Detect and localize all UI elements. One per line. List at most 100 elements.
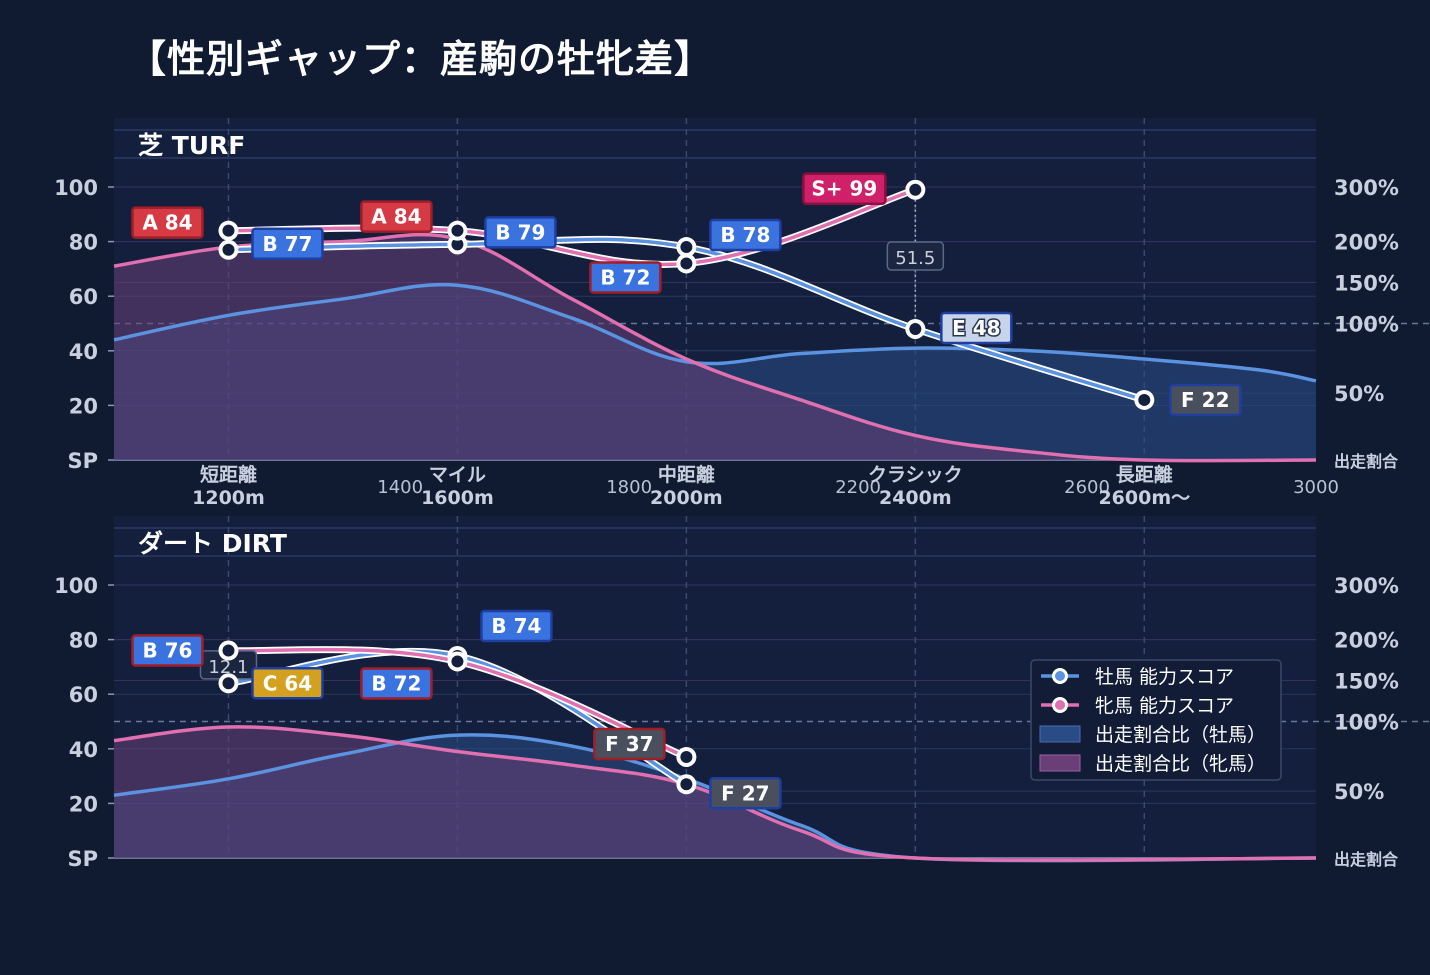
grade-badge-label: B 76: [142, 639, 192, 663]
x-tick-label: 2600m〜: [1098, 487, 1190, 509]
right-y-tick-label: 出走割合: [1334, 850, 1399, 869]
y-tick-label: 40: [69, 340, 98, 364]
female-marker-inner: [909, 183, 922, 196]
right-y-tick-label: 50%: [1334, 780, 1384, 804]
male-marker-inner: [680, 241, 693, 254]
male-ratio-line: [113, 282, 1317, 383]
grade-badge-label: C 64: [263, 671, 312, 695]
grade-badge: [131, 634, 204, 667]
legend-swatch-patch: [1039, 725, 1081, 743]
grade-badge: [480, 609, 553, 643]
male-marker-inner: [1138, 393, 1151, 406]
grade-badge-label: F 37: [605, 732, 653, 756]
grade-badge: [709, 218, 782, 252]
grade-badge-label: S+ 99: [811, 177, 877, 201]
legend-box: [1030, 659, 1282, 781]
right-y-tick-label: 300%: [1334, 176, 1399, 200]
grade-badge: [940, 311, 1013, 345]
x-tick-label: 2600: [1064, 477, 1110, 498]
male-marker-inner: [222, 677, 235, 690]
grade-badge-label: B 79: [495, 220, 545, 244]
grade-badge-label: F 27: [721, 781, 769, 805]
y-tick-label: 80: [69, 629, 98, 653]
y-tick-label: 100: [54, 574, 98, 598]
y-tick-label: 100: [54, 176, 98, 200]
x-tick-label: 中距離: [658, 463, 715, 486]
female-score-line: [228, 188, 916, 267]
x-tick-label: 1400: [377, 477, 423, 498]
y-tick-label: 20: [69, 394, 98, 418]
legend-swatch-marker-inner: [1055, 700, 1065, 710]
right-y-tick-label: 50%: [1334, 382, 1384, 406]
grade-badge-label: A 84: [371, 205, 421, 229]
x-tick-label: 2200: [835, 477, 881, 498]
female-ratio-line: [113, 725, 1317, 862]
x-tick-label: 1600m: [421, 487, 494, 509]
right-y-tick-label: 200%: [1334, 629, 1399, 653]
y-tick-label: 60: [69, 285, 98, 309]
x-tick-label: 3000: [1293, 477, 1339, 498]
grade-badge: [360, 667, 433, 700]
female-marker-inner: [680, 750, 693, 763]
panel-title: 芝 TURF: [138, 131, 245, 160]
right-y-tick-label: 150%: [1334, 272, 1399, 296]
grade-badge-label: E 48: [952, 316, 1000, 340]
gap-label: 12.1: [208, 657, 248, 678]
male-marker-inner: [680, 778, 693, 791]
y-tick-label: 40: [69, 738, 98, 762]
female-ratio-area: [114, 726, 1316, 861]
x-tick-label: マイル: [429, 464, 486, 486]
right-y-tick-label: 300%: [1334, 574, 1399, 598]
female-marker-inner: [222, 644, 235, 657]
male-marker-inner: [451, 238, 464, 251]
x-tick-label: クラシック: [868, 464, 963, 486]
legend-label: 出走割合比（牝馬）: [1095, 753, 1266, 775]
right-y-tick-label: 200%: [1334, 231, 1399, 255]
grade-badge-label: B 74: [491, 614, 541, 638]
panel-title: ダート DIRT: [138, 529, 287, 558]
x-tick-label: 2000m: [650, 487, 723, 509]
grade-badge: [709, 777, 782, 810]
male-marker-inner: [909, 322, 922, 335]
grade-badge-label: A 84: [142, 211, 192, 235]
legend-label: 牡馬 能力スコア: [1095, 666, 1234, 688]
y-tick-label: SP: [67, 847, 98, 871]
grade-badge: [802, 172, 887, 205]
grade-badge: [593, 727, 666, 761]
legend-swatch-marker-inner: [1055, 671, 1065, 681]
x-tick-label: 短距離: [200, 463, 257, 486]
right-y-tick-label: 100%: [1334, 313, 1399, 337]
right-y-tick-label: 100%: [1334, 711, 1399, 735]
grade-badge-label: B 72: [371, 671, 421, 695]
y-tick-label: SP: [67, 449, 98, 473]
grade-badge: [484, 216, 557, 249]
legend-label: 出走割合比（牡馬）: [1095, 724, 1266, 746]
y-tick-label: 60: [69, 683, 98, 707]
grade-badge: [251, 667, 324, 700]
x-tick-label: 長距離: [1116, 463, 1173, 486]
x-tick-label: 2400m: [879, 487, 952, 509]
gap-label: 51.5: [895, 248, 935, 269]
x-tick-label: 1800: [606, 477, 652, 498]
grade-badge: [1169, 383, 1242, 417]
legend-label: 牝馬 能力スコア: [1095, 695, 1234, 717]
legend-swatch-patch: [1039, 754, 1081, 772]
female-marker-inner: [680, 257, 693, 270]
grade-badge-label: F 22: [1181, 388, 1229, 412]
y-tick-label: 80: [69, 231, 98, 255]
grade-badge: [251, 227, 324, 261]
grade-badge: [131, 206, 204, 239]
right-y-tick-label: 出走割合: [1334, 452, 1399, 471]
female-marker-inner: [222, 224, 235, 237]
female-marker-inner: [451, 655, 464, 668]
y-tick-label: 20: [69, 792, 98, 816]
grade-badge-label: B 72: [600, 265, 650, 289]
gap-label-box: [886, 241, 945, 271]
right-y-tick-label: 150%: [1334, 670, 1399, 694]
grade-badge-label: B 77: [262, 232, 312, 256]
x-tick-label: 1200m: [192, 487, 265, 509]
male-marker-inner: [222, 243, 235, 256]
female-ratio-area: [114, 234, 1316, 461]
grade-badge: [589, 261, 662, 294]
female-marker-inner: [451, 224, 464, 237]
